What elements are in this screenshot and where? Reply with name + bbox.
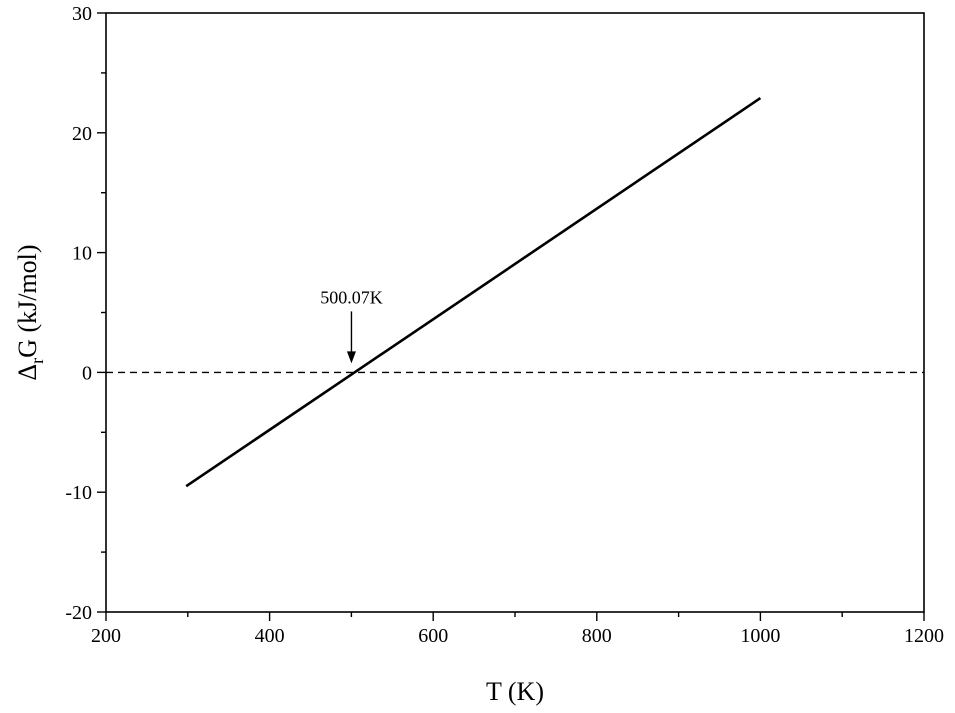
y-tick-label: 20 xyxy=(72,123,92,145)
y-axis-title-rest: G (kJ/mol) xyxy=(13,244,42,357)
x-tick-label: 800 xyxy=(582,625,612,647)
y-tick-label: -10 xyxy=(65,482,92,504)
annotation-label: 500.07K xyxy=(320,287,383,307)
y-axis-title-delta: Δ xyxy=(13,364,42,381)
plot-area xyxy=(106,97,924,488)
axes xyxy=(105,12,925,613)
x-axis-title: T (K) xyxy=(486,677,544,706)
series-line xyxy=(185,97,762,488)
ticks: 200 400 600 800 1000 1200 -20 -10 0 10 20 30 xyxy=(65,3,944,647)
y-tick-label: -20 xyxy=(65,602,92,624)
x-tick-label: 600 xyxy=(418,625,448,647)
y-tick-label: 10 xyxy=(72,243,92,265)
plot-frame xyxy=(105,12,925,613)
annotations: 500.07K xyxy=(320,287,383,364)
x-tick-label: 1200 xyxy=(904,625,944,647)
y-axis-title-subscript: r xyxy=(27,358,47,364)
y-axis-title: ΔrG (kJ/mol) xyxy=(13,244,47,380)
annotation-arrow-head xyxy=(346,351,356,364)
x-tick-label: 200 xyxy=(91,625,121,647)
y-tick-label: 30 xyxy=(72,3,92,25)
y-tick-label: 0 xyxy=(82,362,92,384)
x-tick-label: 400 xyxy=(255,625,285,647)
x-tick-label: 1000 xyxy=(740,625,780,647)
